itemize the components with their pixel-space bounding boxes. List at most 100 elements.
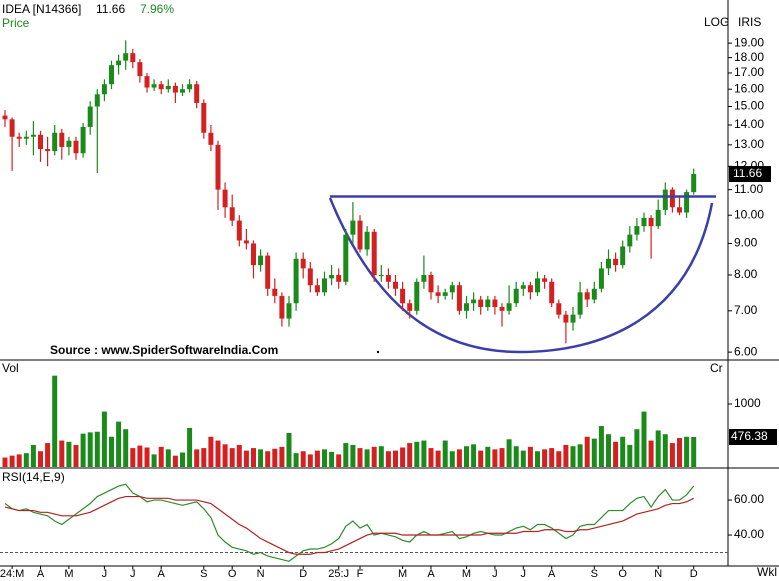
candle-body	[265, 255, 271, 289]
y-tick-label: 11.00	[734, 182, 763, 196]
volume-bar	[101, 411, 107, 467]
candle-body	[641, 217, 647, 227]
candle-body	[215, 144, 221, 190]
candle-body	[598, 268, 604, 289]
volume-bar	[542, 449, 548, 467]
candle-body	[38, 134, 43, 150]
candle-body	[9, 119, 15, 137]
candle-body	[258, 255, 264, 266]
x-tick-label: J	[102, 568, 108, 580]
candle-body	[123, 53, 129, 61]
candle-body	[300, 258, 306, 269]
volume-bar	[471, 444, 477, 467]
candle-body	[364, 231, 370, 250]
volume-bar	[30, 444, 36, 467]
volume-bar	[236, 444, 242, 467]
candle-body	[606, 258, 611, 269]
volume-bar	[329, 451, 335, 467]
x-tick-label: O	[618, 568, 627, 580]
panel-label: Price	[2, 16, 30, 30]
y-tick-label: 17.00	[734, 65, 764, 79]
volume-bar	[492, 449, 498, 467]
volume-bar	[421, 440, 427, 467]
x-tick-label: 25:J	[328, 568, 349, 580]
volume-bar	[613, 441, 619, 467]
volume-bar	[172, 455, 178, 467]
y-tick-label: 15.00	[734, 99, 764, 113]
panel-label: Vol	[2, 361, 19, 375]
candle-body	[627, 234, 633, 247]
volume-bar	[648, 440, 654, 467]
dot	[376, 350, 380, 354]
candle-body	[343, 234, 349, 282]
volume-bar	[73, 444, 79, 467]
candle-body	[464, 303, 469, 311]
volume-bar	[428, 448, 434, 467]
y-tick-label: 19.00	[734, 35, 764, 49]
volume-bar	[371, 446, 377, 467]
volume-bar	[662, 434, 668, 467]
volume-bar	[194, 449, 200, 467]
change: 7.96%	[140, 2, 174, 16]
volume-bar	[677, 438, 682, 467]
candle-body	[59, 132, 65, 147]
candle-body	[520, 285, 526, 289]
last-price: 11.66	[96, 2, 125, 16]
x-tick-label: J	[130, 568, 136, 580]
rsi-line	[4, 483, 695, 562]
source: Source : www.SpiderSoftwareIndia.Com	[50, 343, 278, 357]
candle-body	[101, 84, 107, 95]
candle-body	[407, 303, 413, 311]
volume-bar	[449, 451, 455, 467]
candle-body	[236, 220, 242, 241]
candle-body	[116, 60, 122, 66]
volume-bar	[336, 454, 342, 467]
candle-body	[80, 126, 86, 154]
candle-body	[251, 243, 256, 266]
volume-bar	[222, 444, 228, 467]
volume-bar	[577, 444, 583, 467]
x-tick-label: D	[299, 568, 307, 580]
volume-bar	[634, 429, 640, 467]
volume-bar	[506, 439, 512, 467]
candle-body	[677, 207, 682, 213]
y-tick-label: 7.00	[734, 303, 758, 317]
volume-bar	[59, 440, 65, 467]
candle-body	[208, 132, 214, 145]
volume-bar	[584, 436, 590, 467]
volume-bar	[286, 432, 292, 467]
candle-body	[684, 192, 690, 213]
y-tick-label: 18.00	[734, 50, 764, 64]
volume-bar	[314, 450, 320, 467]
volume-bar	[627, 444, 633, 467]
candle-body	[137, 62, 143, 77]
volume-bar	[201, 448, 207, 467]
volume-bar	[187, 427, 193, 467]
rsi-line	[4, 495, 694, 555]
y-tick-label: 60.00	[734, 492, 764, 506]
volume-bar	[606, 434, 611, 467]
candle-body	[527, 285, 533, 293]
candle-body	[542, 278, 548, 282]
candle-body	[584, 292, 590, 300]
candle-body	[570, 314, 576, 323]
candle-body	[435, 292, 441, 296]
volume-bar	[52, 375, 58, 467]
candle-body	[513, 288, 519, 304]
candle-body	[449, 285, 455, 293]
x-tick-label: D	[690, 568, 698, 580]
candle-body	[130, 53, 136, 63]
volume-bar	[23, 453, 29, 467]
x-tick-label: S	[200, 568, 207, 580]
volume-bar	[151, 454, 157, 467]
volume-bar	[357, 448, 363, 467]
candle-body	[94, 94, 100, 107]
volume-bar	[620, 436, 626, 467]
unit-label: Cr	[710, 361, 723, 375]
x-tick-label: M	[64, 568, 73, 580]
panel-label: RSI(14,E,9)	[2, 470, 65, 484]
volume-bar	[215, 440, 221, 467]
candle-body	[620, 246, 626, 266]
candle-body	[30, 134, 36, 137]
